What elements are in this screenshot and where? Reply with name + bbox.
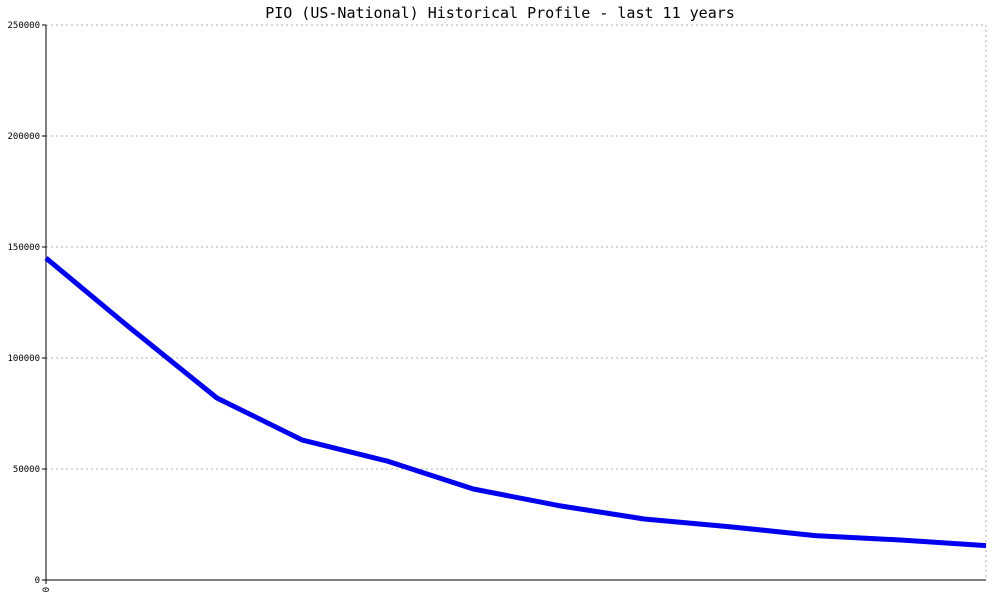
y-tick-label: 50000	[13, 465, 40, 475]
series-layer	[44, 256, 987, 549]
axis-layer	[42, 24, 986, 584]
tick-label-layer: 0 50000 100000 150000 200000 250000 0	[7, 21, 52, 592]
y-tick-label: 150000	[7, 243, 40, 253]
chart-title: PIO (US-National) Historical Profile - l…	[265, 4, 735, 22]
y-tick-label: 200000	[7, 132, 40, 142]
grid-layer	[46, 24, 987, 580]
series-line	[44, 256, 987, 549]
x-tick-label: 0	[42, 587, 52, 592]
y-tick-label: 0	[35, 576, 40, 586]
y-tick-label: 100000	[7, 354, 40, 364]
y-tick-label: 250000	[7, 21, 40, 31]
